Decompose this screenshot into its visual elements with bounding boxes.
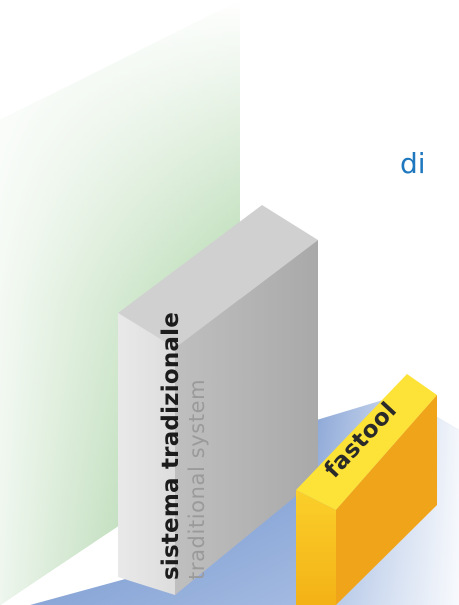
yellow-block-top	[296, 374, 437, 510]
label-sistema-tradizionale: sistema tradizionale	[158, 311, 184, 580]
gray-block-front	[118, 313, 175, 595]
yellow-block-side	[336, 395, 437, 605]
di-label: di	[400, 147, 426, 180]
gray-block-side	[175, 240, 318, 595]
gray-block-top	[118, 205, 318, 348]
yellow-block-front	[296, 490, 336, 605]
traditional-system-label: sistema tradizionale traditional system	[158, 312, 214, 580]
label-traditional-system: traditional system	[185, 378, 209, 580]
